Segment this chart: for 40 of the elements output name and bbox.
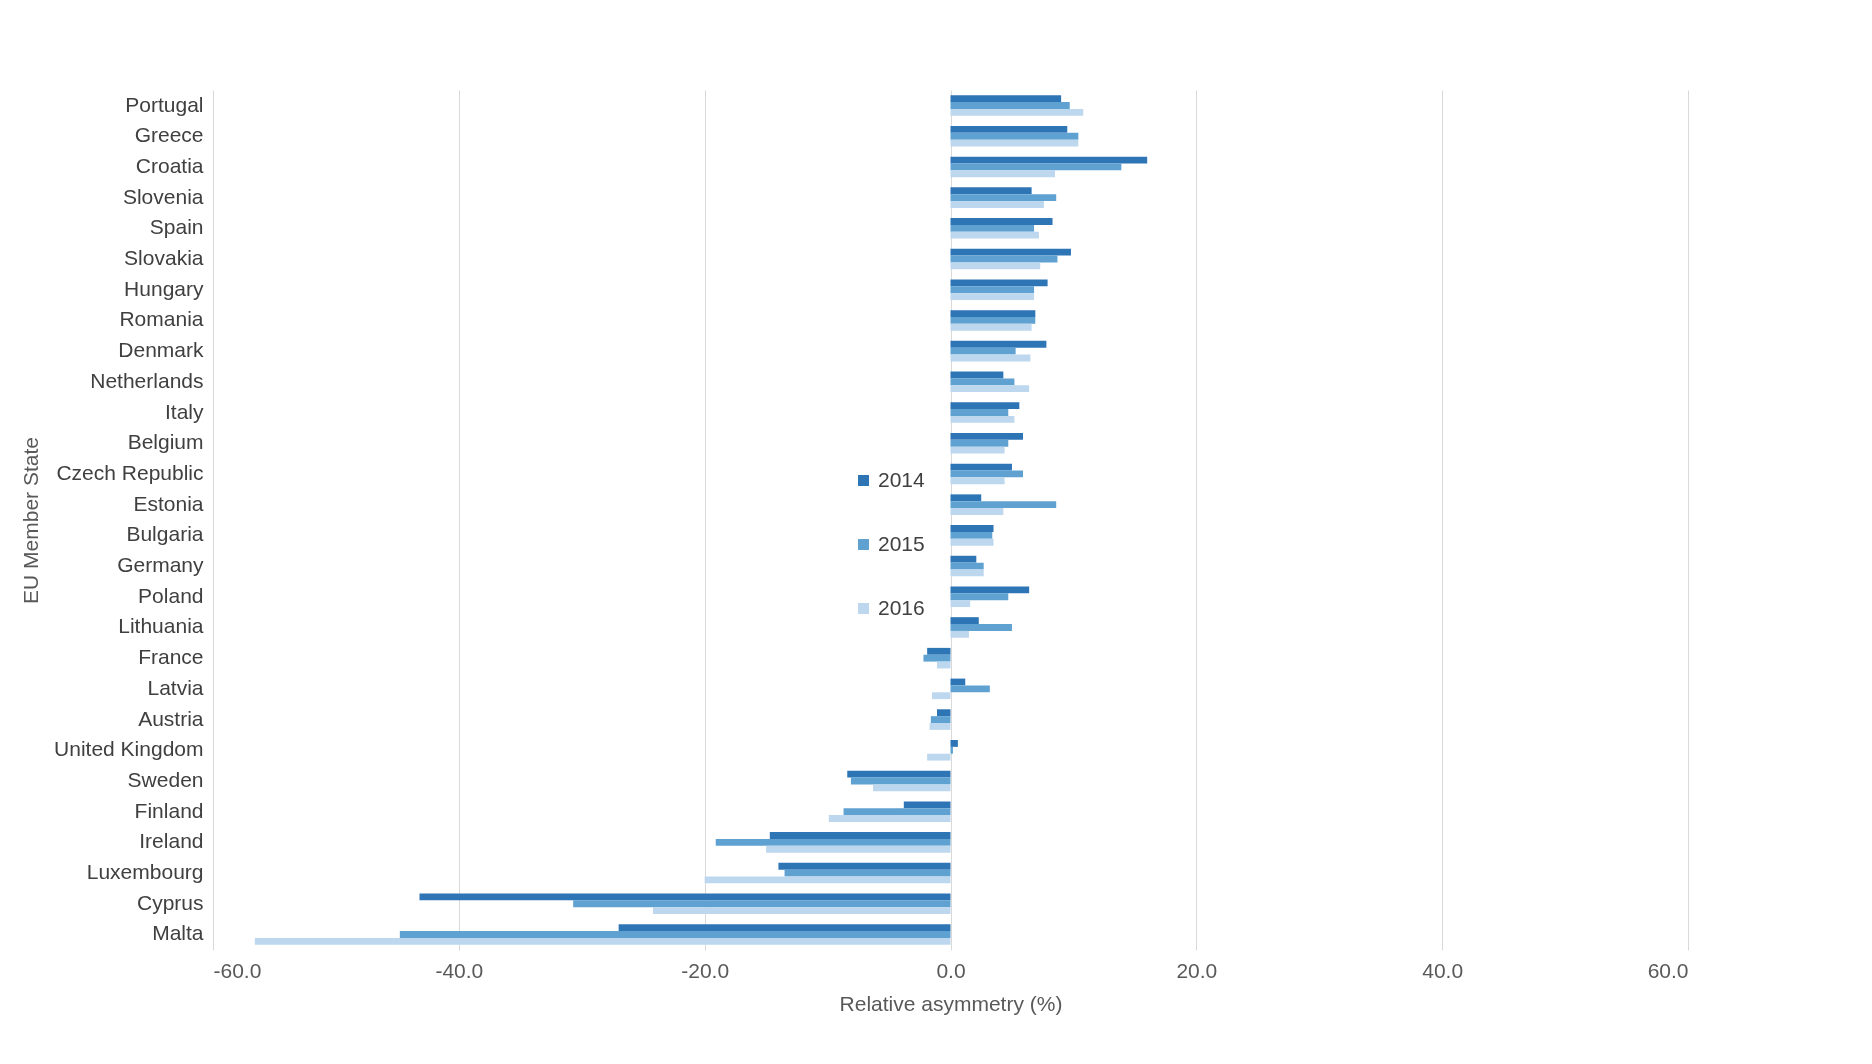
x-tick-label: 60.0	[1647, 958, 1689, 982]
x-tick-label: 40.0	[1422, 958, 1464, 982]
y-tick-label: Luxembourg	[86, 860, 204, 884]
y-tick-label: Finland	[134, 798, 204, 822]
y-tick-label: Spain	[149, 215, 204, 239]
x-tick-label: -40.0	[435, 958, 484, 982]
x-tick-label: 0.0	[936, 958, 966, 982]
x-tick-label: 20.0	[1176, 958, 1218, 982]
y-tick-label: Slovakia	[124, 246, 204, 270]
x-axis-title: Relative asymmetry (%)	[839, 991, 1063, 1015]
y-tick-label: Latvia	[147, 675, 204, 699]
y-tick-label: Germany	[117, 553, 204, 577]
y-tick-label: Sweden	[127, 767, 204, 791]
y-tick-label: Belgium	[127, 430, 204, 454]
legend-label: 2016	[878, 595, 925, 619]
y-tick-label: Estonia	[133, 491, 204, 515]
legend-label: 2014	[878, 467, 926, 491]
y-tick-label: Croatia	[135, 153, 204, 177]
y-tick-label: Poland	[138, 583, 204, 607]
y-tick-label: Greece	[134, 123, 204, 147]
legend-label: 2015	[878, 531, 925, 555]
y-axis-title: EU Member State	[19, 437, 43, 604]
y-tick-label: Austria	[138, 706, 204, 730]
y-tick-label: Denmark	[118, 338, 204, 362]
x-tick-label: -20.0	[681, 958, 730, 982]
y-tick-label: Italy	[164, 399, 204, 423]
y-tick-label: Romania	[119, 307, 204, 331]
y-tick-label: Bulgaria	[126, 522, 204, 546]
y-tick-label: Malta	[152, 921, 204, 945]
y-tick-label: Netherlands	[90, 368, 204, 392]
y-tick-label: Slovenia	[122, 184, 204, 208]
y-tick-label: Ireland	[139, 829, 204, 853]
y-tick-label: Lithuania	[118, 614, 204, 638]
y-tick-label: Hungary	[124, 276, 204, 300]
x-tick-label: -60.0	[213, 958, 262, 982]
y-tick-label: Czech Republic	[56, 460, 204, 484]
y-tick-label: France	[138, 645, 204, 669]
y-tick-label: United Kingdom	[54, 737, 204, 761]
y-tick-label: Cyprus	[136, 890, 204, 914]
y-tick-label: Portugal	[125, 92, 204, 116]
